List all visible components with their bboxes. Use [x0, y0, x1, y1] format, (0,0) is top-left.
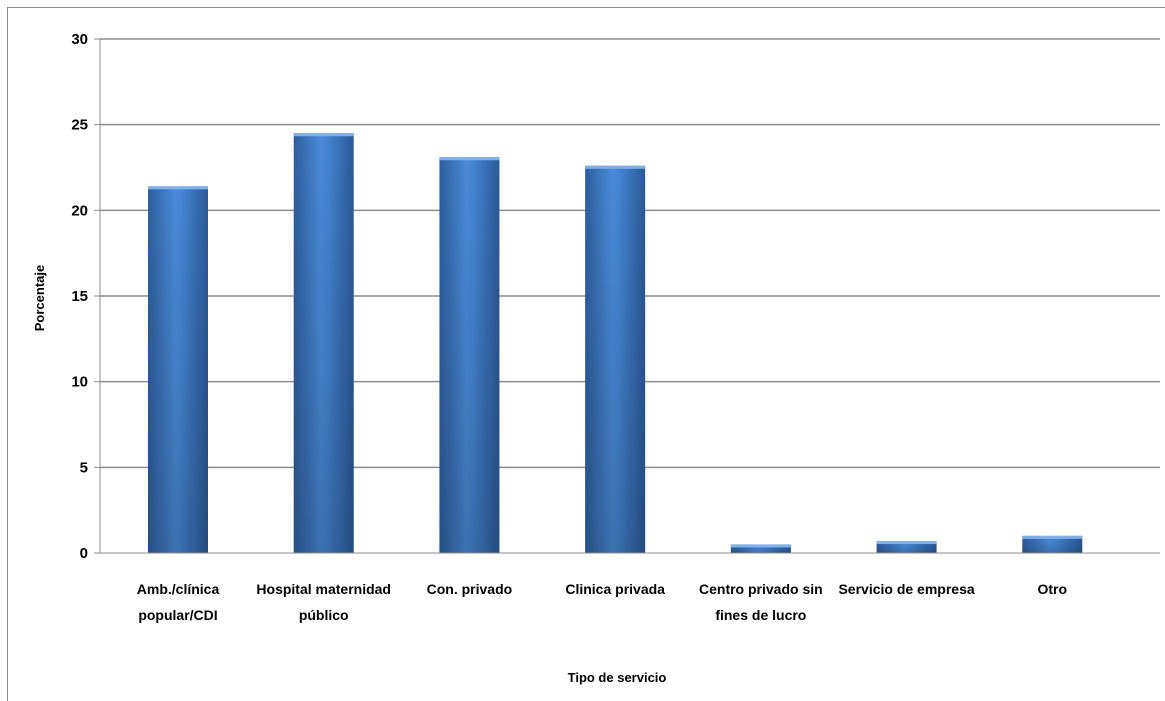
- bar-top-highlight: [876, 541, 937, 545]
- bar-shade: [876, 541, 937, 553]
- x-tick-label: Servicio de empresa: [838, 581, 974, 597]
- bar: [293, 133, 354, 553]
- y-tick-label: 10: [71, 374, 88, 391]
- bar-shade: [730, 544, 791, 553]
- y-axis-title: Porcentaje: [32, 265, 47, 331]
- x-tick-label: Amb./clínica popular/CDI: [137, 581, 220, 623]
- x-tick-label: Con. privado: [427, 581, 513, 597]
- bar-top-highlight: [1022, 535, 1083, 539]
- bar-top-highlight: [439, 157, 500, 161]
- bar: [730, 544, 791, 553]
- bars: [148, 133, 1083, 553]
- x-tick-label: Clinica privada: [565, 581, 665, 597]
- bar-shade: [585, 165, 646, 553]
- bar-shade: [293, 133, 354, 553]
- bar: [585, 165, 646, 553]
- bar: [876, 541, 937, 553]
- bar-top-highlight: [148, 186, 208, 190]
- y-tick-label: 15: [71, 288, 88, 305]
- y-tick-label: 5: [80, 459, 88, 476]
- bar-shade: [148, 186, 208, 553]
- bar-top-highlight: [730, 544, 791, 548]
- bar: [1022, 535, 1083, 553]
- bar-top-highlight: [585, 165, 646, 169]
- y-tick-label: 20: [71, 202, 88, 219]
- bar: [148, 186, 208, 553]
- y-tick-label: 0: [80, 545, 88, 562]
- y-tick-labels: 0 5 10 15 20 25 30: [71, 31, 88, 562]
- x-tick-label: Otro: [1038, 581, 1068, 597]
- bar-shade: [1022, 535, 1083, 553]
- x-tick-label: Hospital maternidad público: [256, 581, 391, 623]
- y-tick-label: 25: [71, 117, 88, 134]
- bar-shade: [439, 157, 500, 553]
- x-tick-label: Centro privado sin fines de lucro: [699, 581, 823, 623]
- bar: [439, 157, 500, 553]
- bar-top-highlight: [293, 133, 354, 137]
- x-axis-title: Tipo de servicio: [568, 670, 667, 685]
- y-tick-label: 30: [71, 31, 88, 48]
- x-tick-labels: Amb./clínica popular/CDI Hospital maternid…: [137, 581, 1067, 623]
- chart-frame: [7, 7, 1165, 701]
